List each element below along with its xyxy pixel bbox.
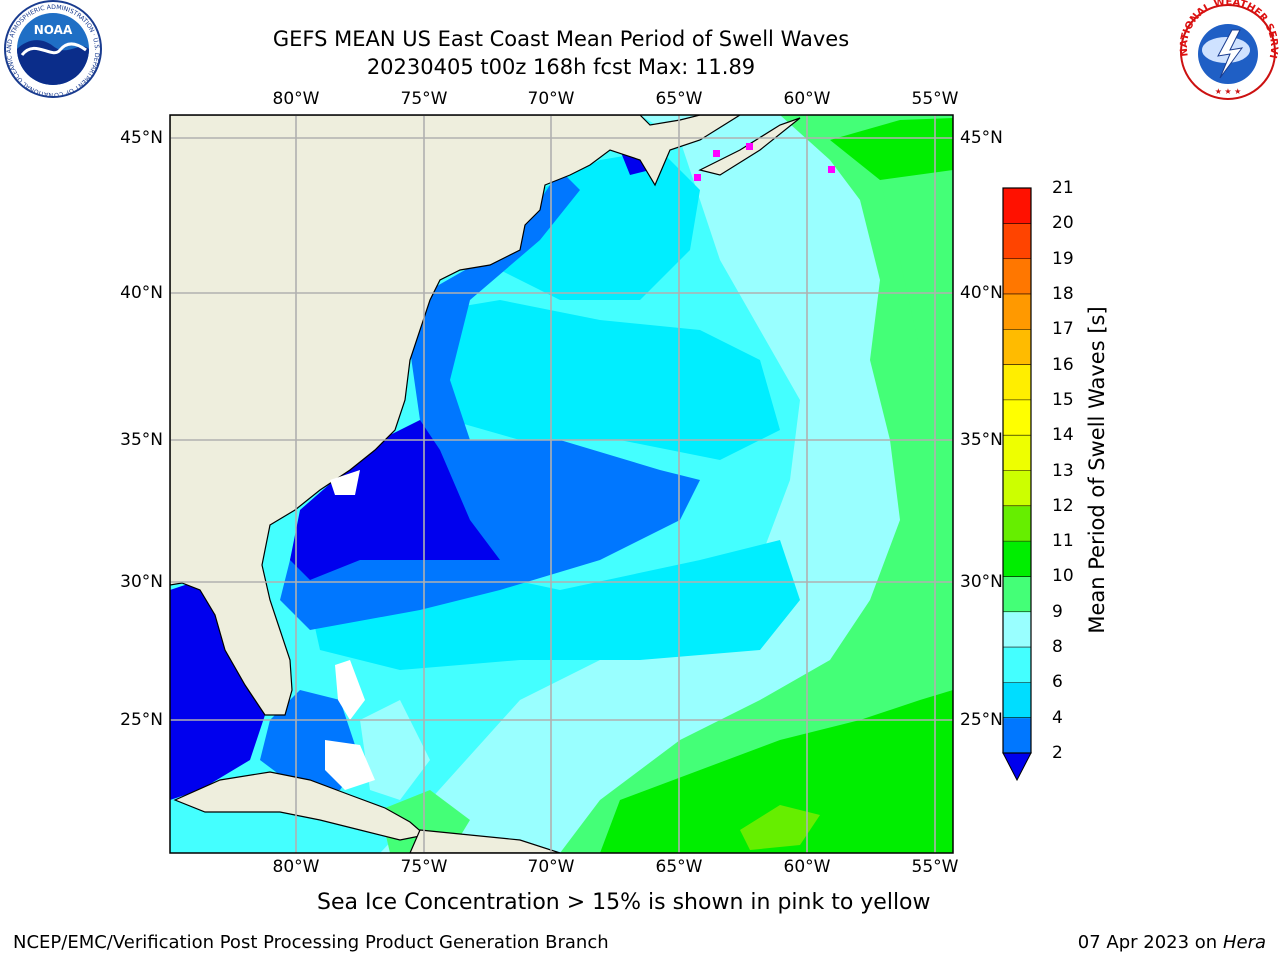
- footer-date: 07 Apr 2023 on Hera: [1077, 932, 1266, 953]
- map-gridlines: [170, 115, 953, 853]
- swell-period-8-9-region: [380, 115, 953, 853]
- lon-label-top: 65°W: [655, 89, 703, 109]
- colorbar: [1002, 187, 1032, 782]
- sea-ice-marker: [746, 143, 753, 150]
- lon-label-top: 60°W: [783, 89, 831, 109]
- colorbar-band: [1003, 435, 1031, 471]
- lon-label-bottom: 55°W: [911, 857, 959, 877]
- swell-period-9-10-region: [560, 115, 953, 853]
- colorbar-tick-label: 6: [1052, 672, 1063, 693]
- lon-label-bottom: 80°W: [272, 857, 320, 877]
- lon-label-top: 55°W: [911, 89, 959, 109]
- colorbar-tick-label: 2: [1052, 743, 1063, 763]
- swell-period-10-11-region: [600, 690, 953, 853]
- lat-label-right: 40°N: [960, 283, 1003, 303]
- lon-label-bottom: 70°W: [527, 857, 575, 877]
- colorbar-tick-label: 16: [1052, 354, 1074, 375]
- sea-ice-marker: [694, 174, 701, 181]
- colorbar-tick-label: 4: [1052, 707, 1063, 728]
- nws-logo: NATIONAL WEATHER SERVICE ★ ★ ★: [1174, 0, 1279, 100]
- colorbar-band: [1003, 329, 1031, 366]
- colorbar-tick-label: 15: [1052, 389, 1074, 410]
- colorbar-band: [1003, 399, 1031, 436]
- colorbar-tick-label: 14: [1052, 425, 1074, 446]
- colorbar-band: [1003, 188, 1031, 224]
- colorbar-tick-label: 21: [1052, 178, 1074, 198]
- colorbar-band: [1003, 364, 1031, 401]
- lat-label-left: 35°N: [120, 430, 163, 450]
- colorbar-tick-label: 10: [1052, 566, 1074, 587]
- colorbar-tick-label: 13: [1052, 460, 1074, 481]
- chart-title: GEFS MEAN US East Coast Mean Period of S…: [272, 27, 850, 51]
- lon-label-bottom: 75°W: [400, 857, 448, 877]
- colorbar-tick-label: 9: [1052, 601, 1063, 622]
- sea-ice-note: Sea Ice Concentration > 15% is shown in …: [317, 890, 931, 915]
- colorbar-band: [1003, 541, 1031, 577]
- lat-label-right: 30°N: [960, 572, 1003, 592]
- colorbar-tick-label: 20: [1052, 213, 1074, 234]
- lat-label-left: 45°N: [120, 128, 163, 148]
- lat-label-left: 30°N: [120, 572, 163, 592]
- footer-machine: Hera: [1222, 932, 1266, 953]
- noaa-logo-text: NOAA: [34, 23, 73, 37]
- colorbar-band: [1003, 647, 1031, 683]
- colorbar-tick-label: 12: [1052, 495, 1074, 516]
- land-north-america: [170, 115, 742, 716]
- colorbar-tick-label: 17: [1052, 319, 1074, 340]
- sea-ice-marker: [713, 150, 720, 157]
- colorbar-band: [1003, 611, 1031, 648]
- lat-label-left: 40°N: [120, 283, 163, 303]
- footer-producer: NCEP/EMC/Verification Post Processing Pr…: [13, 932, 609, 953]
- lon-label-top: 80°W: [272, 89, 320, 109]
- chart-subtitle: 20230405 t00z 168h fcst Max: 11.89: [366, 55, 756, 79]
- colorbar-band: [1003, 576, 1031, 613]
- colorbar-band: [1003, 223, 1031, 260]
- lat-label-right: 25°N: [960, 710, 1003, 730]
- lat-label-left: 25°N: [120, 710, 163, 730]
- colorbar-tick-label: 19: [1052, 248, 1074, 269]
- colorbar-band: [1003, 293, 1031, 330]
- lat-label-right: 45°N: [960, 128, 1003, 148]
- noaa-logo: NATIONAL OCEANIC AND ATMOSPHERIC ADMINIS…: [0, 0, 102, 98]
- colorbar-frame: [1002, 187, 1032, 754]
- colorbar-band: [1003, 682, 1031, 719]
- map-frame: [169, 114, 954, 854]
- lon-label-top: 75°W: [400, 89, 448, 109]
- lon-label-top: 70°W: [527, 89, 575, 109]
- colorbar-tick-label: 11: [1052, 531, 1074, 552]
- map-field: [170, 115, 953, 853]
- colorbar-band: [1003, 258, 1031, 295]
- colorbar-label: Mean Period of Swell Waves [s]: [1085, 306, 1109, 634]
- svg-text:★ ★ ★: ★ ★ ★: [1215, 87, 1242, 96]
- colorbar-band: [1003, 505, 1031, 542]
- lat-label-right: 35°N: [960, 430, 1003, 450]
- colorbar-tick-label: 18: [1052, 283, 1074, 304]
- sea-ice-marker: [828, 166, 835, 173]
- colorbar-band: [1003, 470, 1031, 507]
- lon-label-bottom: 60°W: [783, 857, 831, 877]
- swell-period-under-2-region: [290, 420, 500, 580]
- colorbar-band: [1003, 717, 1031, 754]
- colorbar-bands: [1003, 188, 1031, 754]
- colorbar-under-arrow: [1002, 752, 1032, 782]
- lon-label-bottom: 65°W: [655, 857, 703, 877]
- colorbar-tick-label: 8: [1052, 637, 1063, 658]
